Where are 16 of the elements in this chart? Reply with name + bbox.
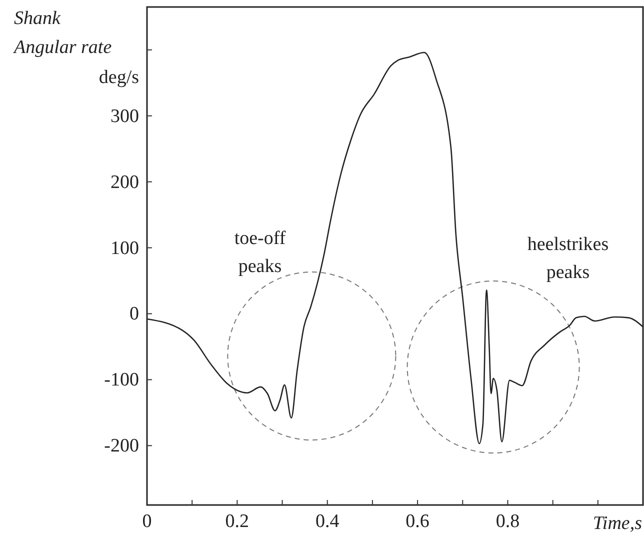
annotation: toe-off peaks <box>234 228 286 277</box>
y-tick-label: 300 <box>110 106 139 127</box>
y-tick-label: 0 <box>130 304 139 325</box>
y-tick-label: 100 <box>110 238 139 259</box>
x-tick-label: 0.6 <box>406 511 430 532</box>
y-tick-label: 200 <box>110 172 139 193</box>
x-tick-label: 0.4 <box>315 511 340 532</box>
x-tick-label: 0 <box>142 511 152 532</box>
annotation: heelstrikes peaks <box>527 234 609 283</box>
x-tick-label: 0.8 <box>496 511 520 532</box>
x-tick-label: 0.2 <box>225 511 250 532</box>
y-axis-title: Shank Angular rate deg/s <box>12 8 139 88</box>
line-series <box>146 52 644 444</box>
y-tick-label: -100 <box>104 370 139 391</box>
y-tick-label: -200 <box>104 436 139 457</box>
x-axis-title: Time,s <box>592 513 642 534</box>
